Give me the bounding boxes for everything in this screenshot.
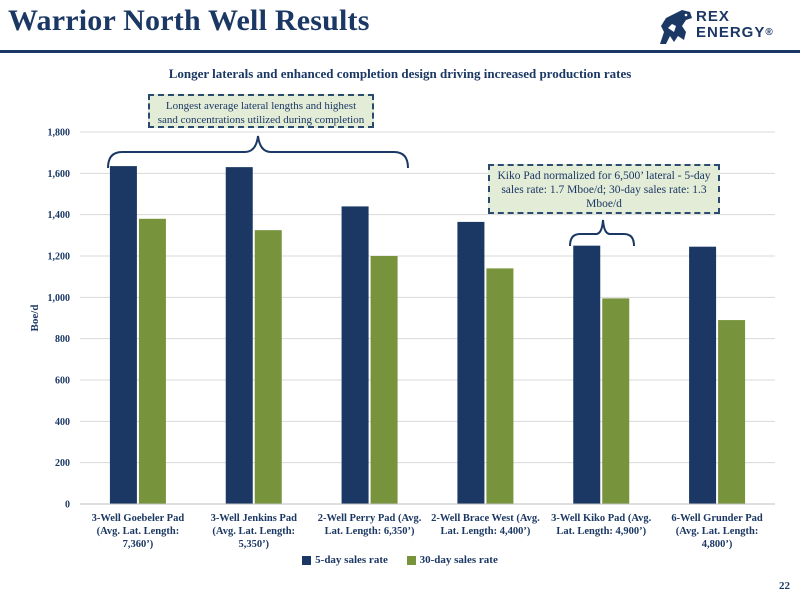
legend-swatch-5day xyxy=(302,555,312,565)
company-logo: REX ENERGY® xyxy=(656,6,794,48)
legend-swatch-30day xyxy=(406,555,416,565)
callout-longest-laterals: Longest average lateral lengths and high… xyxy=(148,94,374,128)
gridlines xyxy=(80,131,775,464)
y-tick-label: 800 xyxy=(55,334,70,345)
y-tick-label: 600 xyxy=(55,376,70,387)
x-category-label: 2-Well Perry Pad (Avg. Lat. Length: 6,350… xyxy=(318,513,422,537)
category-labels: 3-Well Goebeler Pad (Avg. Lat. Length: 7,3… xyxy=(92,513,763,550)
y-tick-label: 400 xyxy=(55,417,70,428)
x-category-label: 3-Well Jenkins Pad (Avg. Lat. Length: 5,35… xyxy=(211,513,298,550)
y-tick-label: 1,200 xyxy=(48,252,71,263)
bar-30day xyxy=(138,218,166,505)
brace-kiko xyxy=(569,219,635,247)
chart-legend: 5-day sales rate 30-day sales rate xyxy=(0,554,800,568)
bar-5day xyxy=(689,246,717,504)
bar-5day xyxy=(573,245,601,504)
y-tick-label: 1,600 xyxy=(48,169,71,180)
callout-kiko-normalized: Kiko Pad normalized for 6,500’ lateral -… xyxy=(488,164,720,214)
bars xyxy=(109,166,746,505)
bar-30day xyxy=(602,298,630,504)
legend-label-5day: 5-day sales rate xyxy=(315,554,388,566)
logo-line2: ENERGY xyxy=(696,24,766,41)
y-tick-label: 1,000 xyxy=(48,293,71,304)
x-category-label: 6-Well Grunder Pad (Avg. Lat. Length: 4,80… xyxy=(671,513,763,550)
bar-5day xyxy=(109,166,137,504)
bar-30day xyxy=(718,320,746,504)
bar-5day xyxy=(341,206,369,504)
legend-label-30day: 30-day sales rate xyxy=(419,554,498,566)
y-tick-label: 0 xyxy=(65,500,70,511)
x-category-label: 3-Well Goebeler Pad (Avg. Lat. Length: 7,3… xyxy=(92,513,185,550)
page-number: 22 xyxy=(779,580,790,592)
rex-dinosaur-logo-icon xyxy=(660,10,692,44)
logo-line1: REX xyxy=(696,8,730,25)
legend-item-5day: 5-day sales rate xyxy=(302,554,388,566)
legend-item-30day: 30-day sales rate xyxy=(406,554,498,566)
x-category-label: 3-Well Kiko Pad (Avg. Lat. Length: 4,900’… xyxy=(551,513,652,537)
y-axis-title: Boe/d xyxy=(29,305,41,332)
slide-title: Warrior North Well Results xyxy=(8,4,370,37)
brace-left-group xyxy=(107,135,409,169)
bar-30day xyxy=(486,268,514,504)
logo-wordmark: REX ENERGY® xyxy=(696,9,774,41)
title-divider xyxy=(0,50,800,53)
y-axis-ticks: 0 200 400 600 800 1,000 1,200 1,400 1,600 1,800 xyxy=(48,128,71,511)
logo-registered-mark: ® xyxy=(765,27,774,38)
y-tick-label: 1,400 xyxy=(48,210,71,221)
bar-5day xyxy=(225,167,253,504)
bar-30day xyxy=(370,256,398,504)
y-tick-label: 200 xyxy=(55,458,70,469)
x-category-label: 2-Well Brace West (Avg. Lat. Length: 4,40… xyxy=(431,513,540,537)
bar-30day xyxy=(254,230,282,504)
bar-5day xyxy=(457,221,485,504)
y-tick-label: 1,800 xyxy=(48,128,71,139)
chart-subtitle: Longer laterals and enhanced completion … xyxy=(168,66,632,81)
